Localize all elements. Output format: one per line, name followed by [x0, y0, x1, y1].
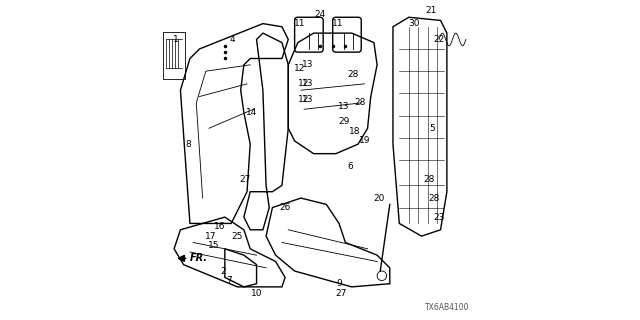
- Text: 22: 22: [433, 35, 445, 44]
- Text: TX6AB4100: TX6AB4100: [424, 303, 469, 312]
- Text: 28: 28: [348, 70, 359, 79]
- Text: 13: 13: [301, 60, 313, 69]
- Text: 12: 12: [298, 79, 309, 88]
- Text: 14: 14: [246, 108, 257, 117]
- Text: 8: 8: [186, 140, 191, 148]
- Text: 23: 23: [433, 212, 445, 222]
- Text: 28: 28: [354, 99, 365, 108]
- Text: 19: 19: [358, 136, 370, 146]
- Text: FR.: FR.: [190, 253, 208, 263]
- Text: 27: 27: [335, 289, 346, 298]
- Text: 16: 16: [214, 222, 226, 231]
- Text: 13: 13: [301, 95, 313, 104]
- Text: 29: 29: [339, 117, 350, 126]
- Text: 17: 17: [205, 232, 216, 241]
- Text: 12: 12: [294, 63, 305, 73]
- Text: 4: 4: [230, 35, 236, 44]
- Text: 20: 20: [373, 194, 385, 203]
- Text: 9: 9: [336, 279, 342, 288]
- Text: 12: 12: [298, 95, 309, 104]
- Text: 13: 13: [301, 79, 313, 88]
- Text: 11: 11: [332, 19, 343, 28]
- Text: 2: 2: [220, 267, 226, 276]
- Text: 30: 30: [408, 19, 419, 28]
- Text: 1: 1: [173, 35, 179, 44]
- Text: 28: 28: [428, 194, 439, 203]
- Text: 7: 7: [227, 276, 232, 285]
- Text: 13: 13: [338, 101, 349, 111]
- Text: 28: 28: [424, 174, 435, 184]
- Text: 15: 15: [208, 241, 220, 250]
- Text: 18: 18: [349, 127, 360, 136]
- Text: 5: 5: [429, 124, 435, 133]
- Text: 26: 26: [280, 203, 291, 212]
- Text: 10: 10: [251, 289, 262, 298]
- Text: 6: 6: [348, 162, 353, 171]
- Text: 11: 11: [294, 19, 305, 28]
- Text: 21: 21: [426, 6, 436, 15]
- Text: 24: 24: [314, 10, 326, 19]
- Text: 25: 25: [232, 232, 243, 241]
- Text: 27: 27: [240, 174, 251, 184]
